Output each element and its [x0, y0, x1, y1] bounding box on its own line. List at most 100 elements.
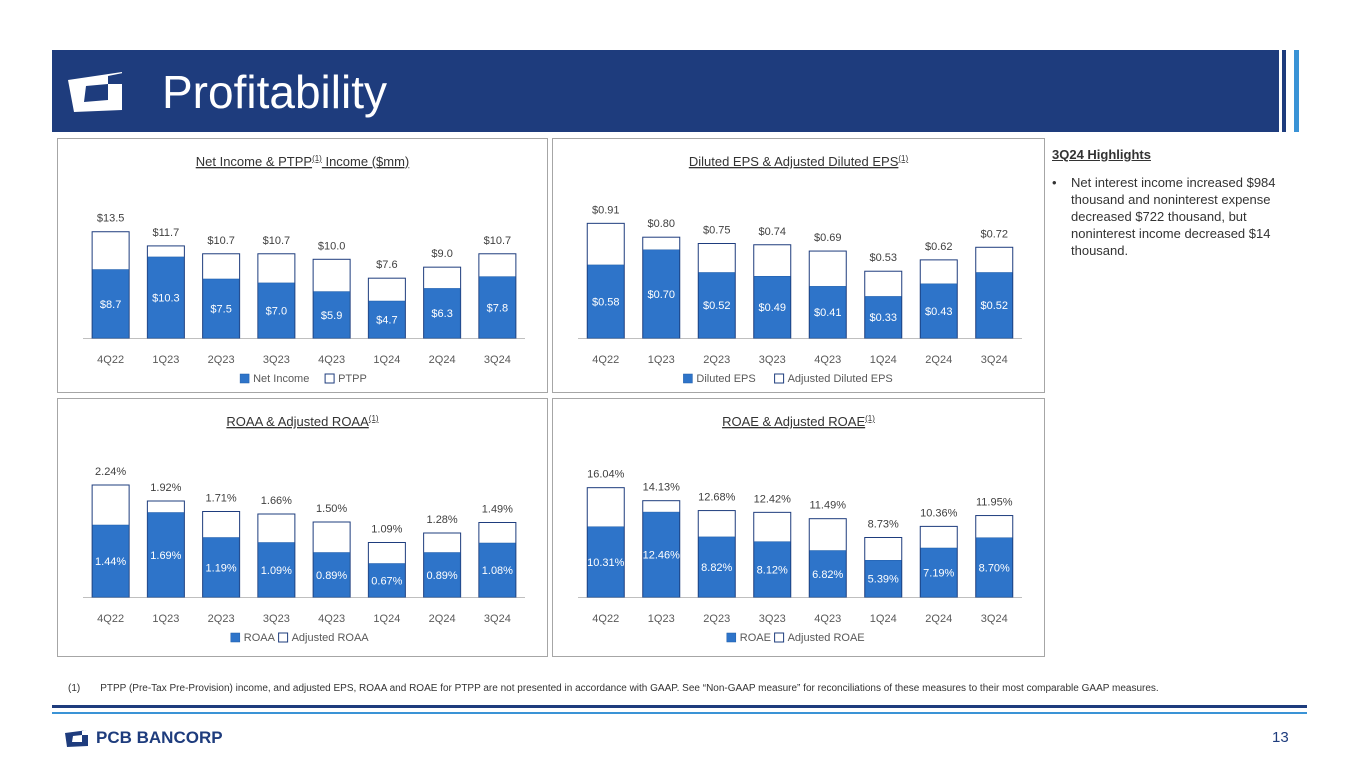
bar-primary: [423, 552, 461, 598]
data-label-primary: $0.49: [758, 302, 786, 314]
data-label-primary: $0.43: [925, 306, 953, 318]
roae-chart: ROAE & Adjusted ROAE(1) 16.04% 10.31% 4Q22 1…: [578, 414, 1022, 644]
chart-title: Net Income & PTPP(1) Income ($mm): [196, 154, 410, 169]
data-label-secondary: 1.09%: [371, 524, 402, 536]
data-label-secondary: 8.73%: [868, 518, 899, 530]
data-label-primary: $0.33: [869, 312, 897, 324]
roaa-chart-panel: ROAA & Adjusted ROAA(1) 2.24% 1.44% 4Q22 1.9…: [57, 398, 548, 657]
data-label-secondary: $0.62: [925, 241, 953, 253]
x-tick-label: 2Q23: [208, 613, 235, 625]
data-label-primary: 1.19%: [206, 562, 237, 574]
x-tick-label: 3Q24: [484, 613, 511, 625]
x-tick-label: 2Q24: [429, 354, 456, 366]
x-tick-label: 2Q24: [925, 613, 952, 625]
legend-swatch-secondary: [324, 373, 335, 384]
x-tick-label: 1Q23: [152, 613, 179, 625]
bar-primary: [92, 524, 129, 598]
net-income-chart-panel: Net Income & PTPP(1) Income ($mm) $13.5 $8…: [57, 138, 548, 393]
legend-swatch-primary: [683, 373, 693, 384]
data-label-primary: $10.3: [152, 292, 180, 304]
chart-title: ROAA & Adjusted ROAA(1): [226, 414, 378, 429]
bar-primary: [368, 563, 406, 598]
bar-primary: [202, 278, 240, 339]
highlights-panel: 3Q24 Highlights • Net interest income in…: [1052, 147, 1302, 259]
data-label-primary: $7.5: [210, 303, 231, 315]
x-tick-label: 1Q24: [870, 613, 897, 625]
x-tick-label: 1Q24: [373, 613, 400, 625]
footnote: (1) PTPP (Pre-Tax Pre-Provision) income, …: [68, 683, 1159, 694]
x-tick-label: 4Q22: [592, 354, 619, 366]
bar-primary: [423, 288, 461, 339]
bar-primary: [698, 272, 735, 339]
data-label-primary: 8.12%: [757, 564, 788, 576]
chart-title-main: ROAA & Adjusted ROAA: [226, 414, 369, 429]
highlight-text: Net interest income increased $984 thous…: [1071, 175, 1276, 258]
chart-title-superscript: (1): [312, 154, 322, 163]
x-tick-label: 4Q22: [592, 613, 619, 625]
legend-swatch-secondary: [774, 373, 785, 384]
bar-primary: [976, 272, 1013, 339]
x-tick-label: 4Q23: [318, 354, 345, 366]
data-label-primary: $0.52: [703, 300, 731, 312]
roae-chart-panel: ROAE & Adjusted ROAE(1) 16.04% 10.31% 4Q22 1…: [552, 398, 1045, 657]
data-label-secondary: 16.04%: [587, 469, 625, 481]
page-title: Profitability: [162, 66, 387, 118]
legend-label-primary: Diluted EPS: [696, 373, 755, 385]
bar-primary: [587, 526, 624, 598]
chart-title-main: Net Income & PTPP: [196, 154, 312, 169]
bullet-icon: •: [1052, 175, 1057, 190]
bar-primary: [976, 537, 1013, 598]
x-tick-label: 3Q24: [981, 613, 1008, 625]
data-label-secondary: $0.74: [758, 226, 786, 238]
data-label-secondary: 11.49%: [810, 500, 847, 512]
bar-primary: [479, 276, 516, 339]
x-tick-label: 3Q24: [981, 354, 1008, 366]
x-tick-label: 1Q24: [870, 354, 897, 366]
highlight-item: • Net interest income increased $984 tho…: [1052, 174, 1302, 259]
data-label-secondary: 1.71%: [206, 493, 237, 505]
data-label-primary: 1.44%: [95, 556, 126, 568]
data-label-primary: 0.89%: [427, 570, 458, 582]
x-tick-label: 3Q23: [759, 613, 786, 625]
data-label-primary: $0.41: [814, 307, 842, 319]
data-label-primary: $5.9: [321, 310, 342, 322]
legend-label-secondary: PTPP: [338, 373, 367, 385]
data-label-secondary: $10.7: [484, 235, 512, 247]
roaa-chart: ROAA & Adjusted ROAA(1) 2.24% 1.44% 4Q22 1.9…: [83, 414, 525, 644]
x-tick-label: 3Q23: [263, 613, 290, 625]
x-tick-label: 2Q23: [703, 613, 730, 625]
bar-primary: [368, 300, 406, 339]
title-banner: [52, 50, 1279, 132]
data-label-primary: 8.70%: [979, 562, 1010, 574]
data-label-primary: 0.67%: [371, 575, 402, 587]
bar-primary: [479, 542, 516, 598]
footer-rule-dark: [52, 705, 1307, 708]
data-label-primary: 0.89%: [316, 570, 347, 582]
data-label-primary: 8.82%: [701, 562, 732, 574]
data-label-primary: 6.82%: [812, 569, 843, 581]
legend-label-secondary: Adjusted Diluted EPS: [788, 373, 893, 385]
data-label-secondary: $0.53: [869, 252, 897, 264]
banner-stripe-light: [1294, 50, 1299, 132]
data-label-secondary: 12.68%: [698, 492, 736, 504]
bar-primary: [92, 269, 129, 339]
x-tick-label: 2Q24: [925, 354, 952, 366]
chart-title-rest: Income ($mm): [322, 154, 409, 169]
x-tick-label: 3Q23: [263, 354, 290, 366]
bar-primary: [698, 536, 735, 598]
data-label-secondary: $10.7: [263, 235, 291, 247]
data-label-primary: $4.7: [376, 315, 397, 327]
legend-swatch-primary: [726, 632, 737, 643]
data-label-secondary: $0.75: [703, 225, 731, 237]
data-label-primary: $0.58: [592, 296, 620, 308]
eps-chart-panel: Diluted EPS & Adjusted Diluted EPS(1) $0.…: [552, 138, 1045, 393]
legend-swatch-secondary: [278, 632, 289, 643]
footnote-text: PTPP (Pre-Tax Pre-Provision) income, and…: [100, 683, 1159, 694]
bar-primary: [754, 276, 791, 339]
data-label-secondary: $0.80: [647, 218, 675, 230]
data-label-secondary: 10.36%: [920, 507, 958, 519]
legend-label-primary: ROAE: [740, 632, 771, 644]
legend-swatch-primary: [230, 632, 241, 643]
x-tick-label: 1Q23: [648, 354, 675, 366]
bar-primary: [809, 286, 846, 339]
